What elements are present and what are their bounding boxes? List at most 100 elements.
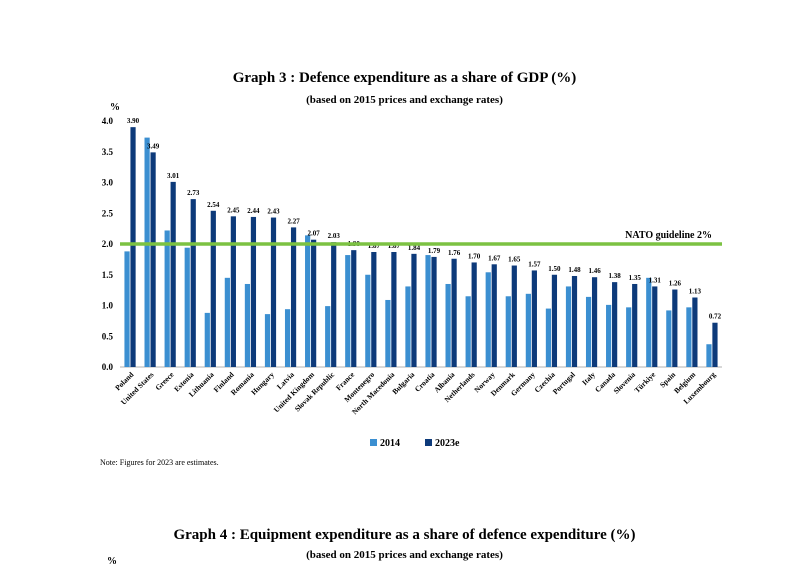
y-tick-label: 0.0 [102,362,114,372]
bar-2023e [311,239,317,367]
y-axis-unit: % [110,102,120,113]
data-label: 1.35 [629,274,642,282]
y-tick-label: 2.0 [102,239,114,249]
bar-2023e [391,251,397,367]
data-label: 3.01 [167,172,180,180]
bar-2023e [150,152,156,367]
bar-2014 [465,296,471,367]
bar-2014 [706,344,712,367]
bar-2023e [250,216,257,367]
bar-2014 [445,283,451,367]
data-label: 1.38 [609,272,622,280]
y-tick-label: 3.5 [102,147,114,157]
legend-swatch [425,439,432,446]
bar-2023e [331,242,337,367]
bar-2014 [244,283,251,367]
bar-2014 [345,255,351,367]
y-tick-label: 4.0 [102,116,114,126]
data-label: 1.13 [689,288,702,296]
bar-2014 [686,307,692,367]
y-tick-label: 0.5 [102,331,114,341]
bar-2014 [184,247,190,367]
bar-2014 [485,272,491,367]
data-label: 2.45 [227,206,240,214]
bar-2014 [264,314,271,367]
data-label: 2.03 [328,232,341,240]
bar-2014 [525,293,531,367]
data-label: 3.49 [147,142,160,150]
next-chart-title: Graph 4 : Equipment expenditure as a sha… [173,527,636,543]
bar-2014 [144,137,150,367]
bar-2014 [545,308,552,367]
category-label: Portugal [551,370,577,396]
data-label: 1.87 [388,242,401,250]
bar-2014 [224,277,230,367]
legend-label: 2023e [435,438,460,449]
data-label: 2.44 [247,207,260,215]
data-label: 2.43 [267,208,280,216]
data-label: 2.54 [207,201,220,209]
bar-2023e [591,277,598,367]
data-label: 1.84 [408,244,421,252]
bar-2023e [652,286,658,367]
bar-2023e [371,251,377,367]
y-tick-label: 1.0 [102,301,114,311]
bar-2023e [130,127,136,368]
bar-2023e [612,282,618,367]
data-label: 2.07 [308,230,321,238]
bar-2014 [646,277,652,367]
bar-2014 [284,309,291,367]
chart-title: Graph 3 : Defence expenditure as a share… [232,70,577,86]
bar-2023e [351,250,357,367]
bar-2014 [585,296,592,367]
bar-2023e [230,216,236,367]
nato-guideline-label: NATO guideline 2% [625,230,712,241]
chart-subtitle: (based on 2015 prices and exchange rates… [306,94,503,106]
category-label: Bulgaria [390,370,416,396]
bar-2014 [666,310,672,367]
bar-2014 [204,312,210,367]
category-label: Slovenia [612,370,638,396]
category-label: Italy [580,370,597,387]
data-label: 1.26 [669,280,682,288]
next-chart-y-unit: % [107,556,117,567]
data-label: 1.79 [428,247,441,255]
bar-2014 [325,306,331,367]
data-label: 3.90 [127,117,140,125]
bar-2014 [385,299,391,367]
bar-2023e [170,181,176,367]
data-label: 1.31 [649,276,662,284]
data-label: 2.73 [187,189,200,197]
category-label: Türkiye [633,370,658,395]
bar-2014 [425,255,431,367]
data-label: 1.67 [488,254,501,262]
y-tick-label: 2.5 [102,208,114,218]
bar-2014 [565,286,572,367]
data-label: 1.87 [368,242,381,250]
data-label: 1.57 [528,260,541,268]
data-label: 1.48 [568,266,581,274]
bar-2023e [210,210,216,367]
bar-2023e [712,322,718,367]
bar-2014 [365,274,371,367]
data-label: 2.27 [287,217,300,225]
bar-2023e [531,270,537,367]
bar-2023e [411,253,417,367]
data-label: 0.72 [709,313,722,321]
bar-2023e [571,275,578,367]
bar-2023e [692,297,698,367]
data-label: 1.65 [508,256,521,264]
bar-2023e [451,258,457,367]
bar-2014 [626,307,632,367]
data-label: 1.70 [468,252,481,260]
bar-2023e [471,262,477,367]
data-label: 1.76 [448,249,461,257]
bar-2023e [290,227,297,367]
bar-2023e [270,217,277,367]
bar-2014 [305,235,311,367]
bar-2023e [632,283,638,367]
bar-2023e [672,289,678,367]
legend-label: 2014 [380,438,400,449]
y-tick-label: 3.0 [102,178,114,188]
